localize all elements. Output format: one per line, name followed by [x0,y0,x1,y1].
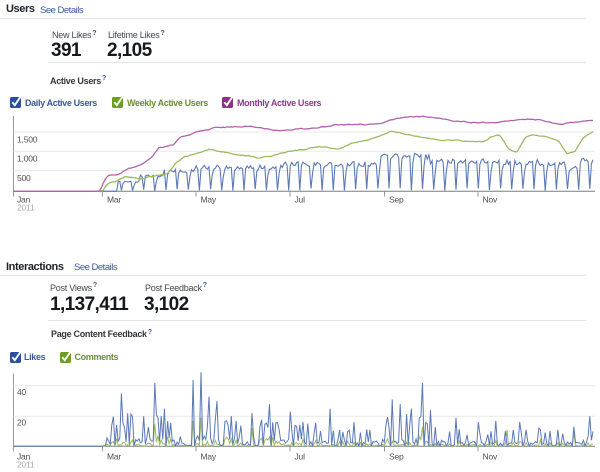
svg-text:1,000: 1,000 [17,154,38,164]
svg-text:Mar: Mar [107,195,121,205]
svg-text:Sep: Sep [389,195,404,205]
svg-text:Jul: Jul [295,195,306,205]
svg-text:40: 40 [17,387,27,397]
svg-text:Mar: Mar [107,451,121,461]
svg-text:Jul: Jul [295,451,306,461]
svg-text:Jan: Jan [17,195,31,205]
svg-text:2011: 2011 [17,460,35,470]
svg-text:1,500: 1,500 [17,134,38,144]
svg-text:Sep: Sep [389,451,404,461]
svg-text:Nov: Nov [483,195,498,205]
svg-text:May: May [201,451,217,461]
svg-text:May: May [201,195,217,205]
svg-text:Jan: Jan [17,451,31,461]
svg-text:20: 20 [17,418,27,428]
svg-text:500: 500 [17,173,31,183]
svg-text:Nov: Nov [483,451,498,461]
svg-text:2011: 2011 [17,203,35,213]
